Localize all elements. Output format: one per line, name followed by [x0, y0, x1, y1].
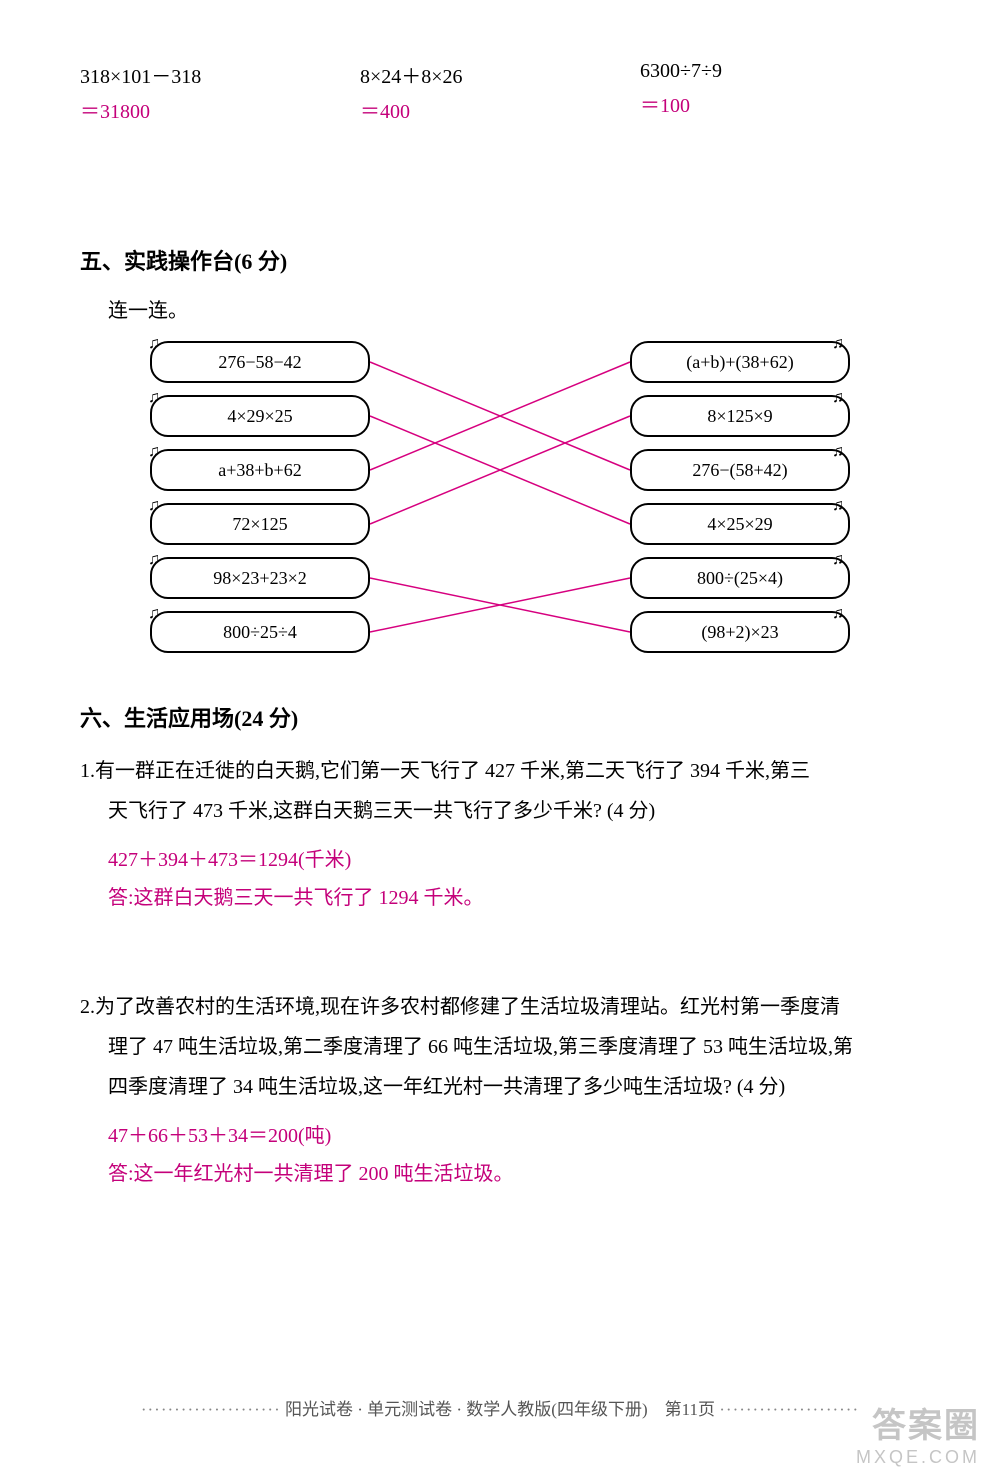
music-note-icon: ♫ — [148, 443, 168, 463]
calc-col-3: 6300÷7÷9 ＝100 — [640, 60, 920, 124]
footer-dots: ····················· — [141, 1400, 281, 1419]
problem-work: 427＋394＋473＝1294(千米) — [80, 841, 920, 879]
problem-2: 2.为了改善农村的生活环境,现在许多农村都修建了生活垃圾清理站。红光村第一季度清… — [80, 987, 920, 1193]
problem-number: 2. — [80, 996, 95, 1018]
problem-line: 为了改善农村的生活环境,现在许多农村都修建了生活垃圾清理站。红光村第一季度清 — [95, 996, 840, 1018]
bubble-right: ♫(98+2)×23 — [630, 611, 850, 653]
bubble-label: 4×29×25 — [227, 406, 292, 427]
match-area: ♫276−58−42 ♫4×29×25 ♫a+38+b+62 ♫72×125 ♫… — [150, 341, 850, 681]
section6-title: 六、生活应用场(24 分) — [80, 701, 920, 733]
problem-line: 四季度清理了 34 吨生活垃圾,这一年红光村一共清理了多少吨生活垃圾? (4 分… — [80, 1067, 920, 1107]
bubble-label: 800÷25÷4 — [223, 622, 297, 643]
calc-col-2: 8×24＋8×26 ＝400 — [360, 60, 640, 124]
problem-text: 2.为了改善农村的生活环境,现在许多农村都修建了生活垃圾清理站。红光村第一季度清… — [80, 987, 920, 1107]
bubble-left: ♫800÷25÷4 — [150, 611, 370, 653]
music-note-icon: ♫ — [832, 443, 852, 463]
bubble-label: (98+2)×23 — [701, 622, 778, 643]
bubble-label: 276−(58+42) — [692, 460, 787, 481]
music-note-icon: ♫ — [832, 551, 852, 571]
footer-dots: ····················· — [719, 1400, 859, 1419]
footer-text: 阳光试卷 · 单元测试卷 · 数学人教版(四年级下册) 第11页 — [285, 1400, 715, 1419]
problem-line: 天飞行了 473 千米,这群白天鹅三天一共飞行了多少千米? (4 分) — [80, 791, 920, 831]
bubble-label: 72×125 — [232, 514, 287, 535]
music-note-icon: ♫ — [832, 497, 852, 517]
bubble-label: 800÷(25×4) — [697, 568, 783, 589]
bubble-label: 4×25×29 — [707, 514, 772, 535]
watermark-bot: MXQE.COM — [856, 1447, 980, 1468]
page-footer: ····················· 阳光试卷 · 单元测试卷 · 数学人… — [0, 1395, 1000, 1420]
watermark: 答案圈 MXQE.COM — [856, 1398, 980, 1468]
bubble-right: ♫800÷(25×4) — [630, 557, 850, 599]
bubble-label: 276−58−42 — [218, 352, 301, 373]
music-note-icon: ♫ — [148, 551, 168, 571]
calc-expr: 6300÷7÷9 — [640, 60, 920, 83]
problem-answer: 答:这群白天鹅三天一共飞行了 1294 千米。 — [80, 879, 920, 917]
bubble-left: ♫a+38+b+62 — [150, 449, 370, 491]
section5-sub: 连一连。 — [108, 294, 920, 323]
bubble-left: ♫4×29×25 — [150, 395, 370, 437]
music-note-icon: ♫ — [148, 335, 168, 355]
music-note-icon: ♫ — [832, 335, 852, 355]
watermark-top: 答案圈 — [856, 1398, 980, 1447]
section5-title: 五、实践操作台(6 分) — [80, 244, 920, 276]
music-note-icon: ♫ — [148, 497, 168, 517]
problem-answer: 答:这一年红光村一共清理了 200 吨生活垃圾。 — [80, 1155, 920, 1193]
bubble-label: a+38+b+62 — [218, 460, 301, 481]
calc-ans: ＝31800 — [80, 95, 360, 124]
music-note-icon: ♫ — [148, 389, 168, 409]
calc-ans: ＝100 — [640, 89, 920, 118]
problem-work: 47＋66＋53＋34＝200(吨) — [80, 1117, 920, 1155]
bubble-left: ♫72×125 — [150, 503, 370, 545]
calc-expr: 318×101－318 — [80, 60, 360, 89]
bubble-left: ♫98×23+23×2 — [150, 557, 370, 599]
music-note-icon: ♫ — [832, 605, 852, 625]
calc-col-1: 318×101－318 ＝31800 — [80, 60, 360, 124]
bubble-label: (a+b)+(38+62) — [686, 352, 793, 373]
problem-line: 有一群正在迁徙的白天鹅,它们第一天飞行了 427 千米,第二天飞行了 394 千… — [95, 760, 810, 782]
problem-number: 1. — [80, 760, 95, 782]
calc-expr: 8×24＋8×26 — [360, 60, 640, 89]
bubble-right: ♫8×125×9 — [630, 395, 850, 437]
bubble-right: ♫276−(58+42) — [630, 449, 850, 491]
calc-row: 318×101－318 ＝31800 8×24＋8×26 ＝400 6300÷7… — [80, 60, 920, 124]
bubble-right: ♫4×25×29 — [630, 503, 850, 545]
problem-1: 1.有一群正在迁徙的白天鹅,它们第一天飞行了 427 千米,第二天飞行了 394… — [80, 751, 920, 917]
bubble-right: ♫(a+b)+(38+62) — [630, 341, 850, 383]
problem-line: 理了 47 吨生活垃圾,第二季度清理了 66 吨生活垃圾,第三季度清理了 53 … — [80, 1027, 920, 1067]
music-note-icon: ♫ — [832, 389, 852, 409]
bubble-label: 98×23+23×2 — [213, 568, 306, 589]
bubble-label: 8×125×9 — [707, 406, 772, 427]
bubble-left: ♫276−58−42 — [150, 341, 370, 383]
music-note-icon: ♫ — [148, 605, 168, 625]
problem-text: 1.有一群正在迁徙的白天鹅,它们第一天飞行了 427 千米,第二天飞行了 394… — [80, 751, 920, 831]
calc-ans: ＝400 — [360, 95, 640, 124]
